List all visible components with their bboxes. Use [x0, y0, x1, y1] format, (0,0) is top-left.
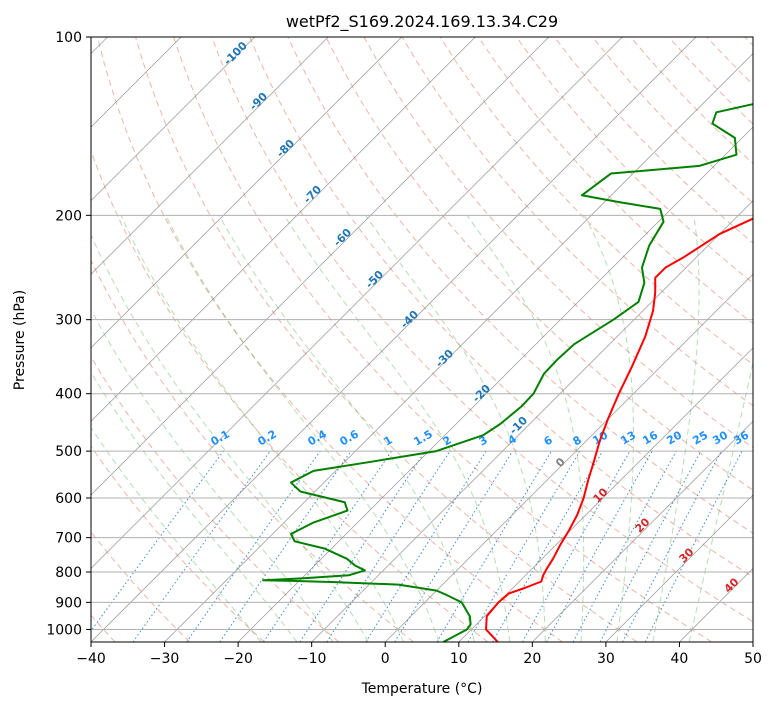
dry-adiabat-line	[135, 37, 638, 642]
sounding-profiles	[262, 103, 753, 642]
moist-adiabat-line	[91, 371, 298, 642]
x-tick-label: −40	[76, 651, 106, 667]
moist-adiabat-line	[91, 233, 369, 642]
mixing-ratio-line	[299, 450, 426, 642]
y-tick-label: 200	[55, 208, 82, 224]
isobar-grid	[91, 37, 753, 630]
isotherm-line	[91, 37, 329, 275]
dry-adiabat-line	[91, 259, 414, 642]
moist-adiabat-line	[91, 426, 262, 642]
dry-adiabat-line	[173, 37, 713, 642]
dry-adiabat-line	[515, 37, 753, 284]
moist-adiabat-line	[466, 215, 585, 642]
y-tick-label: 600	[55, 491, 82, 507]
x-axis-ticks: −40 −30 −20 −10 0 10 20 30 40 50	[76, 642, 762, 667]
moist-adiabat-line	[165, 215, 440, 642]
y-axis-label: Pressure (hPa)	[12, 290, 28, 390]
x-tick-label: −20	[223, 651, 253, 667]
mixing-ratio-line	[644, 450, 743, 642]
moist-adiabat-line	[91, 308, 334, 642]
x-tick-label: −30	[150, 651, 180, 667]
y-tick-label: 800	[55, 565, 82, 581]
x-tick-label: 50	[744, 651, 762, 667]
mixing-ratio-line	[522, 450, 631, 642]
moist-adiabat-line	[283, 215, 511, 642]
isotherm-line	[91, 37, 697, 642]
mixing-ratio-line	[132, 450, 271, 642]
plot-frame	[90, 36, 754, 643]
y-tick-label: 700	[55, 531, 82, 547]
mixing-ratio-line	[91, 450, 224, 632]
isotherm-line	[532, 420, 753, 642]
dewpoint-profile-line	[262, 103, 753, 642]
mixing-ratio-line	[219, 450, 352, 642]
y-tick-label: 1000	[46, 622, 82, 638]
y-tick-label: 900	[55, 595, 82, 611]
dry-adiabat-line	[325, 37, 753, 491]
plot-area	[91, 37, 753, 642]
mixing-ratio-line	[572, 450, 677, 642]
isotherm-line	[164, 52, 753, 642]
dry-adiabat-line	[96, 37, 563, 642]
y-tick-label: 500	[55, 444, 82, 460]
y-axis-ticks: 100 200 300 400 500 600 700 800 900 1000	[46, 30, 91, 638]
dry-adiabat-line	[249, 37, 753, 578]
mixing-ratio-line	[326, 450, 451, 642]
x-tick-label: −10	[297, 651, 327, 667]
mixing-ratio-line	[263, 450, 392, 642]
chart-title: wetPf2_S169.2024.169.13.34.C29	[286, 12, 558, 32]
y-tick-label: 300	[55, 313, 82, 329]
moist-adiabat-line	[120, 215, 405, 642]
dry-adiabats	[91, 37, 753, 642]
moist-adiabat-line	[652, 215, 700, 642]
mixing-ratio-line	[394, 450, 514, 642]
dry-adiabat-line	[91, 355, 340, 642]
dry-adiabat-line	[91, 445, 265, 642]
isotherm-line	[605, 494, 753, 642]
isotherm-line	[91, 37, 623, 570]
isotherm-line	[91, 37, 476, 422]
mixing-ratio-lines	[91, 450, 743, 642]
x-tick-label: 0	[381, 651, 390, 667]
moist-adiabat-line	[583, 215, 634, 642]
isotherm-line	[458, 347, 753, 642]
x-tick-label: 10	[450, 651, 468, 667]
x-tick-label: 40	[671, 651, 689, 667]
y-tick-label: 400	[55, 387, 82, 403]
isotherm-line	[384, 273, 753, 642]
dry-adiabat-line	[211, 37, 753, 623]
moist-adiabat-line	[365, 215, 546, 642]
isotherm-line	[237, 126, 753, 642]
x-tick-label: 30	[597, 651, 615, 667]
x-axis-label: Temperature (°C)	[361, 681, 483, 697]
isotherm-line	[91, 37, 550, 496]
dry-adiabat-line	[287, 37, 753, 534]
moist-adiabats	[91, 215, 753, 642]
skewed-isotherms	[91, 37, 753, 642]
temperature-profile-line	[485, 217, 753, 642]
isotherm-line	[311, 200, 753, 642]
isotherm-line	[91, 37, 403, 349]
x-tick-label: 20	[523, 651, 541, 667]
moist-adiabat-line	[218, 215, 475, 642]
y-tick-label: 100	[55, 30, 82, 46]
isotherm-line	[91, 37, 255, 202]
mixing-ratio-line	[186, 450, 321, 642]
mixing-ratio-line	[546, 450, 653, 642]
